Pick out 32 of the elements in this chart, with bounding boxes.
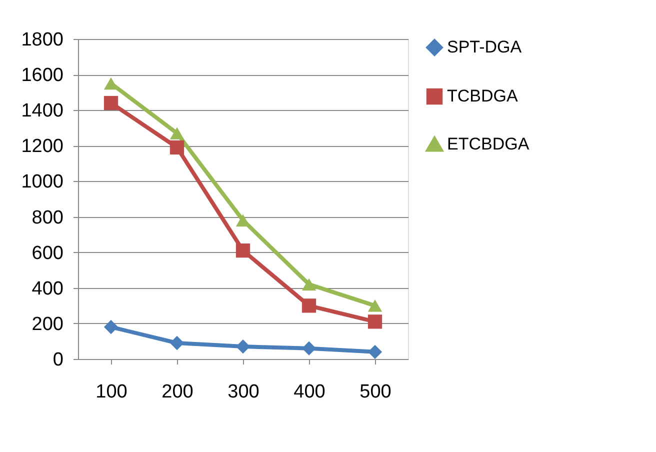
point <box>236 243 250 258</box>
point <box>302 341 316 356</box>
legend-label: SPT-DGA <box>447 38 522 56</box>
point <box>368 314 382 329</box>
x-tick-label: 300 <box>228 382 260 402</box>
y-tick-label: 400 <box>32 278 64 300</box>
point <box>170 127 184 140</box>
legend-label: TCBDGA <box>447 86 518 106</box>
point <box>368 344 382 359</box>
point <box>236 339 250 354</box>
x-tick-label: 400 <box>294 382 326 402</box>
x-tick-label: 100 <box>96 382 128 402</box>
x-tick-label: 200 <box>162 382 194 402</box>
y-tick-label: 1600 <box>21 65 64 86</box>
y-tick-label: 200 <box>32 314 64 335</box>
point <box>170 140 184 155</box>
point <box>368 300 382 312</box>
y-tick-label: 1000 <box>21 172 64 193</box>
y-tick-label: 1400 <box>21 100 64 122</box>
point <box>302 298 316 313</box>
y-tick-label: 800 <box>32 207 64 228</box>
y-tick-label: 1800 <box>21 30 64 50</box>
point <box>104 77 118 90</box>
legend-label: ETCBDGA <box>447 134 530 154</box>
y-tick-label: 600 <box>32 242 64 264</box>
point <box>104 96 118 110</box>
x-tick-label: 500 <box>360 382 392 402</box>
point <box>104 320 118 334</box>
point <box>170 336 184 350</box>
y-tick-label: 0 <box>52 350 64 370</box>
point <box>302 278 316 290</box>
y-tick-label: 1200 <box>21 136 64 158</box>
